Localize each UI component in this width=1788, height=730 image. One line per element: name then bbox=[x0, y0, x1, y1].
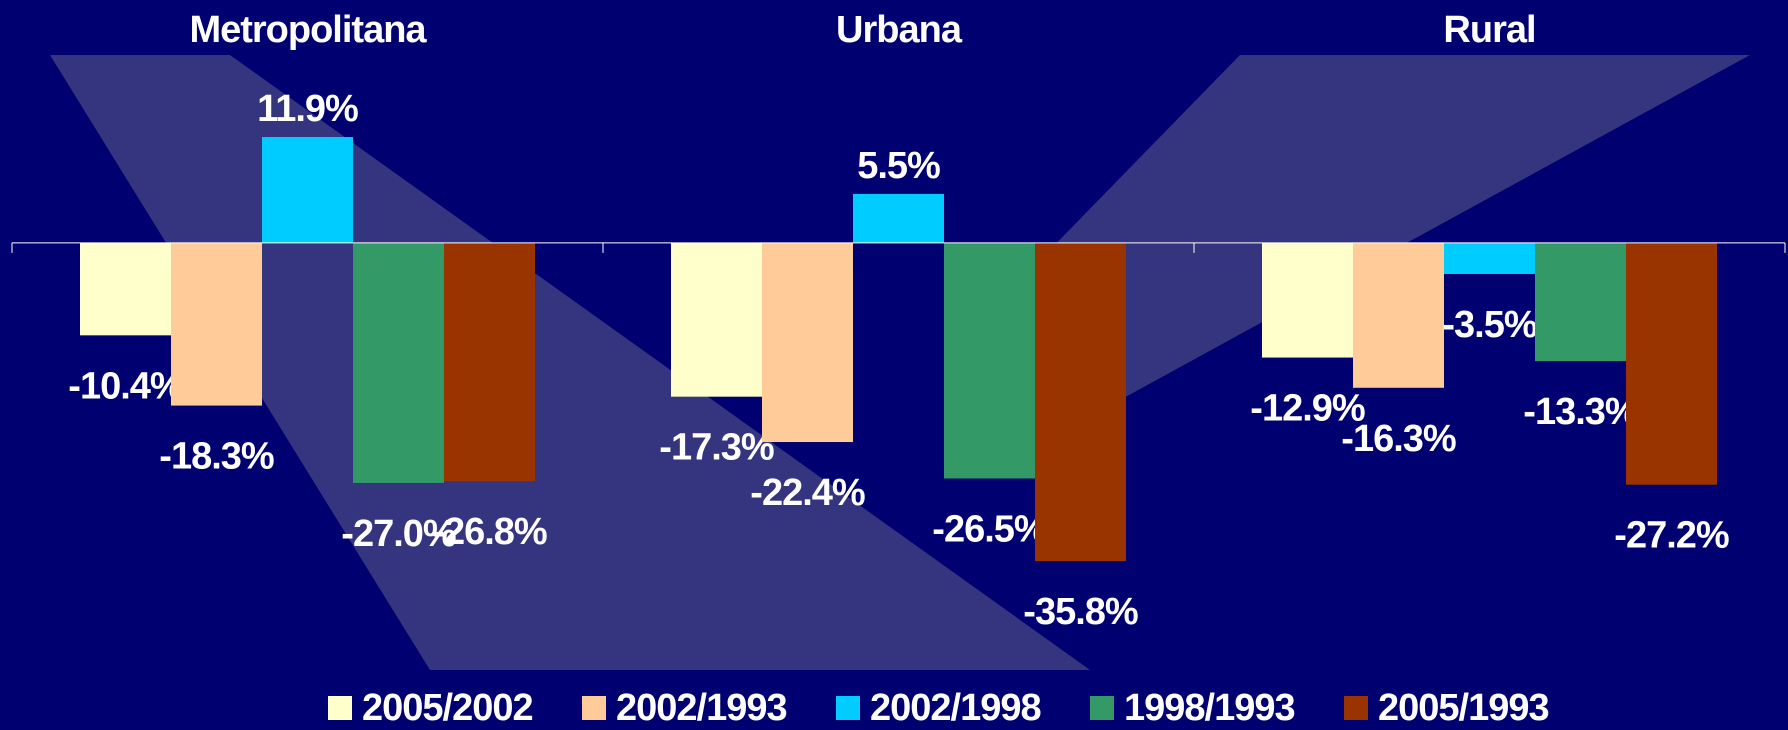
bar bbox=[1262, 243, 1353, 358]
category-label: Urbana bbox=[836, 9, 963, 51]
bar bbox=[944, 243, 1035, 479]
legend-swatch bbox=[1344, 696, 1368, 720]
bar bbox=[671, 243, 762, 397]
data-label: -26.8% bbox=[432, 511, 547, 553]
legend-swatch bbox=[328, 696, 352, 720]
legend-swatch bbox=[836, 696, 860, 720]
category-label: Metropolitana bbox=[189, 9, 427, 51]
legend-swatch bbox=[1090, 696, 1114, 720]
data-label: -3.5% bbox=[1442, 304, 1536, 346]
data-label: -26.5% bbox=[932, 509, 1047, 551]
legend-label: 1998/1993 bbox=[1124, 687, 1295, 729]
data-label: -16.3% bbox=[1341, 418, 1456, 460]
bar bbox=[1626, 243, 1717, 485]
data-label: 5.5% bbox=[857, 145, 940, 187]
legend-swatch bbox=[582, 696, 606, 720]
bar bbox=[171, 243, 262, 406]
chart: Metropolitana-10.4%-18.3%11.9%-27.0%-26.… bbox=[0, 0, 1788, 730]
legend-label: 2005/1993 bbox=[1378, 687, 1549, 729]
legend-label: 2005/2002 bbox=[362, 687, 533, 729]
data-label: -10.4% bbox=[68, 365, 183, 407]
bar bbox=[1035, 243, 1126, 561]
data-label: -27.2% bbox=[1614, 515, 1729, 557]
data-label: -17.3% bbox=[659, 427, 774, 469]
bar bbox=[444, 243, 535, 481]
category-label: Rural bbox=[1443, 9, 1535, 51]
bar bbox=[262, 137, 353, 243]
data-label: -13.3% bbox=[1523, 391, 1638, 433]
bar bbox=[1353, 243, 1444, 388]
data-label: 11.9% bbox=[257, 88, 358, 130]
bar bbox=[1535, 243, 1626, 361]
legend-label: 2002/1993 bbox=[616, 687, 787, 729]
data-label: -35.8% bbox=[1023, 591, 1138, 633]
data-label: -18.3% bbox=[159, 436, 274, 478]
bar bbox=[762, 243, 853, 442]
page: {"chart_data": {"type": "bar", "categori… bbox=[0, 0, 1788, 730]
bar bbox=[1444, 243, 1535, 274]
bar bbox=[80, 243, 171, 335]
data-label: -22.4% bbox=[750, 472, 865, 514]
bar bbox=[353, 243, 444, 483]
legend-label: 2002/1998 bbox=[870, 687, 1041, 729]
bar bbox=[853, 194, 944, 243]
